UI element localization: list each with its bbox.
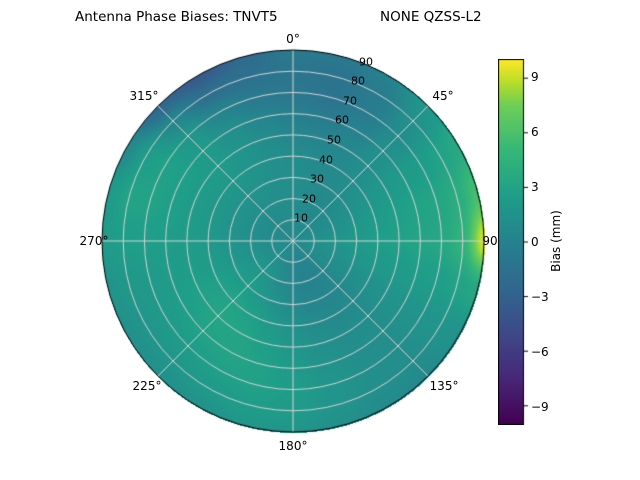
- colorbar-tick-9: 9: [531, 70, 539, 84]
- azimuth-label-90: 90: [482, 234, 498, 248]
- colorbar-tick-m6: −6: [531, 345, 549, 359]
- azimuth-label-270: 270°: [79, 234, 109, 248]
- radial-label-60: 60: [335, 113, 349, 127]
- colorbar-tick-m9: −9: [531, 400, 549, 414]
- radial-label-70: 70: [343, 94, 357, 108]
- colorbar-tick-6: 6: [531, 125, 539, 139]
- colorbar-axis-label: Bias (mm): [549, 210, 563, 272]
- radial-label-20: 20: [302, 192, 316, 206]
- radial-label-40: 40: [319, 153, 333, 167]
- radial-label-50: 50: [327, 133, 341, 147]
- chart-title: Antenna Phase Biases: TNVT5: [75, 9, 278, 25]
- colorbar-canvas: [498, 59, 529, 425]
- azimuth-label-315: 315°: [129, 89, 159, 103]
- radial-label-10: 10: [294, 211, 308, 225]
- azimuth-label-135: 135°: [429, 379, 459, 393]
- azimuth-label-45: 45°: [432, 89, 454, 103]
- radial-label-90: 90: [359, 55, 373, 69]
- azimuth-label-225: 225°: [132, 379, 162, 393]
- azimuth-label-0: 0°: [286, 32, 300, 46]
- colorbar-tick-m3: −3: [531, 290, 549, 304]
- chart-subtitle: NONE QZSS-L2: [380, 9, 482, 25]
- colorbar-tick-3: 3: [531, 180, 539, 194]
- radial-label-80: 80: [351, 74, 365, 88]
- radial-label-30: 30: [310, 172, 324, 186]
- azimuth-label-180: 180°: [278, 439, 308, 453]
- colorbar-tick-0: 0: [531, 235, 539, 249]
